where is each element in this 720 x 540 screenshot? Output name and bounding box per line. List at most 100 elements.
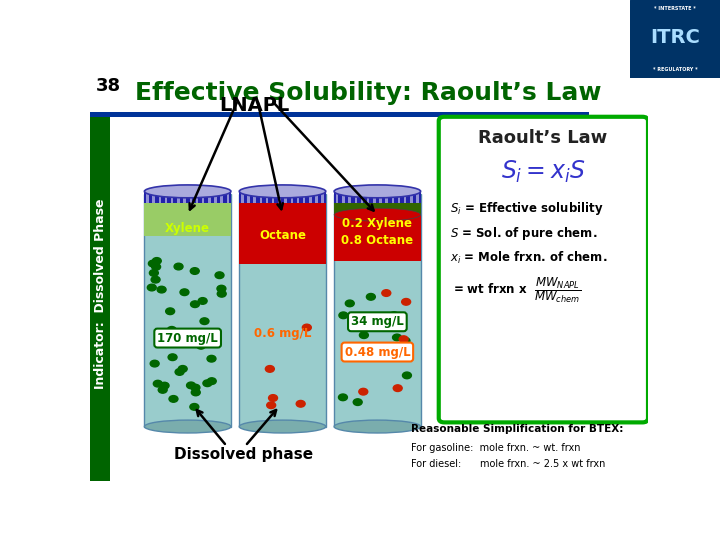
Circle shape [393,385,402,392]
FancyBboxPatch shape [184,191,186,203]
Circle shape [192,389,200,396]
FancyBboxPatch shape [220,191,223,203]
Circle shape [399,336,408,342]
FancyBboxPatch shape [354,191,357,203]
Text: 170 mg/L: 170 mg/L [157,332,218,345]
Circle shape [191,301,199,307]
Text: Effective Solubility: Raoult’s Law: Effective Solubility: Raoult’s Law [135,82,601,105]
Text: ITRC: ITRC [650,28,700,47]
FancyBboxPatch shape [272,191,274,203]
Ellipse shape [334,420,420,433]
Ellipse shape [334,185,420,198]
Circle shape [169,396,178,402]
Text: = wt frxn x  $\dfrac{MW_{NAPL}}{MW_{chem}}$: = wt frxn x $\dfrac{MW_{NAPL}}{MW_{chem}… [453,275,581,305]
Circle shape [198,298,207,304]
Circle shape [207,378,216,384]
FancyBboxPatch shape [260,191,262,203]
FancyBboxPatch shape [145,191,231,203]
Circle shape [197,342,205,349]
FancyBboxPatch shape [291,191,293,203]
FancyBboxPatch shape [239,194,325,427]
Text: 34 mg/L: 34 mg/L [351,315,404,328]
Ellipse shape [145,420,231,433]
Circle shape [160,382,169,389]
Circle shape [359,388,368,395]
FancyBboxPatch shape [342,191,345,203]
Circle shape [402,299,410,305]
Circle shape [175,369,184,375]
Circle shape [402,372,411,379]
Text: Indicator:  Dissolved Phase: Indicator: Dissolved Phase [94,198,107,389]
Circle shape [401,338,410,344]
Circle shape [151,276,160,283]
Circle shape [152,264,161,270]
Circle shape [150,269,158,276]
Circle shape [338,394,348,401]
Circle shape [390,312,398,319]
FancyBboxPatch shape [153,191,155,203]
Text: 0.48 mg/L: 0.48 mg/L [345,346,410,359]
FancyBboxPatch shape [336,191,338,203]
FancyBboxPatch shape [410,191,413,203]
Circle shape [382,290,391,296]
FancyBboxPatch shape [334,194,420,427]
FancyBboxPatch shape [361,191,363,203]
FancyBboxPatch shape [158,191,161,203]
FancyBboxPatch shape [146,191,149,203]
Circle shape [153,258,161,264]
Circle shape [217,285,226,292]
Text: 0.6 mg/L: 0.6 mg/L [254,327,311,340]
FancyBboxPatch shape [145,194,231,235]
FancyBboxPatch shape [379,191,382,203]
FancyBboxPatch shape [215,191,217,203]
Circle shape [180,289,189,295]
Circle shape [374,345,384,351]
Circle shape [266,402,276,409]
Text: 38: 38 [96,77,121,95]
FancyBboxPatch shape [315,191,318,203]
FancyBboxPatch shape [202,191,204,203]
Circle shape [156,334,165,341]
Circle shape [190,403,199,410]
FancyBboxPatch shape [284,191,287,203]
Circle shape [167,327,176,333]
Circle shape [215,272,224,279]
FancyBboxPatch shape [321,191,324,203]
Circle shape [148,284,156,291]
Circle shape [200,318,209,325]
Circle shape [169,330,179,337]
FancyBboxPatch shape [630,0,720,78]
Circle shape [354,399,362,406]
Circle shape [217,291,226,297]
FancyBboxPatch shape [177,191,179,203]
Text: Raoult’s Law: Raoult’s Law [479,129,608,147]
FancyBboxPatch shape [334,215,420,261]
FancyBboxPatch shape [90,117,109,481]
FancyBboxPatch shape [367,191,369,203]
FancyBboxPatch shape [239,191,325,203]
FancyBboxPatch shape [253,191,256,203]
Text: $S_i = x_iS$: $S_i = x_iS$ [500,158,585,185]
Circle shape [166,308,175,315]
Circle shape [191,384,200,391]
FancyBboxPatch shape [397,191,400,203]
Text: 0.2 Xylene: 0.2 Xylene [343,218,413,231]
Ellipse shape [239,420,325,433]
FancyBboxPatch shape [392,191,394,203]
Text: $x_i$ = Mole frxn. of chem.: $x_i$ = Mole frxn. of chem. [450,250,607,266]
Ellipse shape [145,185,231,198]
Text: $S_i$ = Effective solubility: $S_i$ = Effective solubility [450,200,603,217]
Ellipse shape [239,185,325,198]
Circle shape [266,366,274,372]
Circle shape [296,401,305,407]
Circle shape [153,380,162,387]
Text: Octane: Octane [259,229,306,242]
Text: $S$ = Sol. of pure chem.: $S$ = Sol. of pure chem. [450,225,598,242]
Circle shape [150,360,159,367]
Text: * INTERSTATE *: * INTERSTATE * [654,6,696,11]
Circle shape [203,380,212,387]
Circle shape [366,294,375,300]
FancyBboxPatch shape [241,191,243,203]
FancyBboxPatch shape [309,191,312,203]
FancyBboxPatch shape [145,194,231,427]
